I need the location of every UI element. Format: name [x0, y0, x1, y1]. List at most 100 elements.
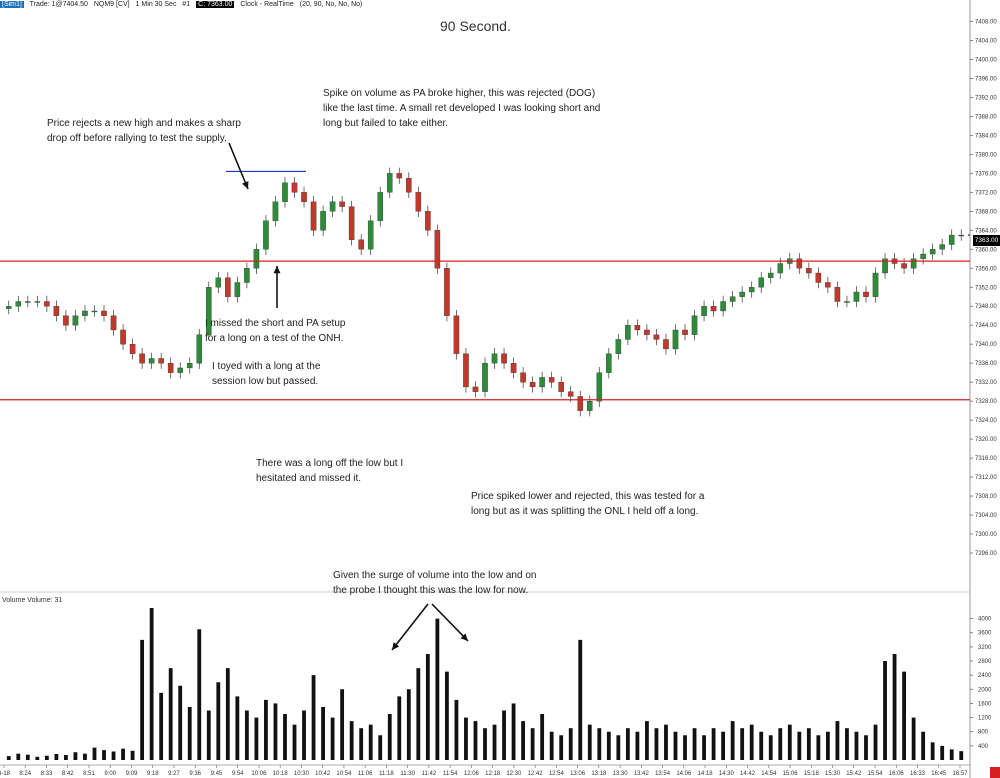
- time-tick-label: 11:30: [400, 771, 415, 777]
- time-tick-label: 16:45: [931, 771, 947, 777]
- time-tick-label: 10:18: [273, 771, 289, 777]
- price-tick-label: 7388.00: [975, 114, 997, 120]
- time-tick-label: 14:06: [676, 771, 692, 777]
- candle-body: [415, 192, 422, 212]
- candle-body: [748, 287, 755, 293]
- candle-body: [139, 353, 145, 364]
- price-tick-label: 7316.00: [975, 456, 997, 462]
- candle-body: [567, 391, 574, 397]
- candle-body: [301, 192, 307, 202]
- candle-body: [339, 201, 345, 207]
- time-tick-label: 10:42: [315, 771, 331, 777]
- time-tick-label: 16:06: [889, 771, 905, 777]
- time-tick-label: 8:24: [19, 771, 31, 777]
- price-tick-label: 7404.00: [975, 38, 997, 44]
- candle-body: [520, 372, 526, 383]
- time-tick-label: 12:30: [506, 771, 522, 777]
- period-label[interactable]: 1 Min 30 Sec: [135, 1, 177, 8]
- arrow-surge-left-head: [392, 642, 400, 650]
- annotation-missed-short: I missed the short and PA setup for a lo…: [205, 318, 346, 344]
- price-tick-label: 7308.00: [975, 494, 997, 500]
- corner-marker: [990, 767, 1000, 778]
- candle-body: [253, 249, 260, 269]
- candle-body: [863, 291, 869, 297]
- candle-body: [844, 301, 850, 303]
- candle-body: [34, 301, 41, 303]
- candle-body: [663, 339, 669, 350]
- time-tick-label: 12:06: [464, 771, 480, 777]
- time-tick-label: 12:18: [485, 771, 501, 777]
- candle-body: [282, 182, 288, 202]
- candle-body: [101, 310, 107, 316]
- time-tick-label: 3-18: [0, 771, 11, 777]
- candle-body: [234, 282, 241, 297]
- volume-tick-label: 2800: [978, 659, 992, 665]
- price-tick-label: 7328.00: [975, 399, 997, 405]
- candle-body: [206, 287, 212, 335]
- time-tick-label: 9:00: [104, 771, 116, 777]
- time-tick-label: 15:18: [804, 771, 820, 777]
- account-label[interactable]: [Sim1]: [0, 1, 24, 8]
- volume-tick-label: 4000: [978, 617, 992, 623]
- candle-body: [615, 339, 622, 354]
- candle-body: [263, 220, 269, 250]
- price-tick-label: 7296.00: [975, 551, 997, 557]
- candle-body: [758, 277, 764, 288]
- candle-body: [310, 201, 317, 231]
- candle-body: [853, 291, 860, 302]
- candle-body: [396, 173, 403, 179]
- candle-body: [558, 382, 564, 392]
- arrow-surge-right: [431, 603, 469, 642]
- candle-body: [834, 287, 841, 302]
- candle-body: [44, 301, 50, 307]
- time-tick-label: 9:09: [126, 771, 138, 777]
- candle-body: [377, 192, 383, 221]
- candle-body: [491, 353, 498, 364]
- price-tick-label: 7340.00: [975, 342, 997, 348]
- candle-body: [196, 334, 203, 364]
- candle-body: [15, 301, 22, 307]
- candle-body: [539, 377, 545, 388]
- time-tick-label: 9:54: [232, 771, 244, 777]
- volume-tick-label: 3600: [978, 631, 992, 637]
- time-tick-label: 11:18: [379, 771, 394, 777]
- annotation-price-spiked: Price spiked lower and rejected, this wa…: [471, 491, 705, 517]
- annotation-toyed-long: I toyed with a long at the session low b…: [212, 361, 321, 387]
- time-tick-label: 13:18: [591, 771, 607, 777]
- candle-body: [225, 277, 231, 297]
- price-tick-label: 7368.00: [975, 209, 997, 215]
- price-tick-label: 7304.00: [975, 513, 997, 519]
- candle-body: [653, 334, 660, 340]
- candle-body: [53, 306, 60, 316]
- candle-body: [110, 315, 117, 331]
- time-tick-label: 8:33: [41, 771, 53, 777]
- price-tick-label: 7300.00: [975, 532, 997, 538]
- candle-body: [63, 315, 69, 326]
- time-tick-label: 15:30: [825, 771, 841, 777]
- annotation-spike-volume: Spike on volume as PA broke higher, this…: [323, 88, 601, 129]
- price-tick-label: 7408.00: [975, 19, 997, 25]
- candle-body: [329, 201, 336, 212]
- candle-body: [882, 258, 888, 274]
- price-tick-label: 7356.00: [975, 266, 997, 272]
- instrument-label[interactable]: NQM9 [CV]: [93, 1, 130, 8]
- candle-body: [5, 306, 12, 309]
- candle-body: [682, 329, 688, 335]
- candle-body: [167, 363, 174, 373]
- price-tick-label: 7392.00: [975, 95, 997, 101]
- time-tick-label: 10:30: [294, 771, 310, 777]
- candle-body: [358, 239, 364, 250]
- candle-body: [710, 306, 717, 312]
- time-tick-label: 16:33: [910, 771, 926, 777]
- price-tick-label: 7336.00: [975, 361, 997, 367]
- trade-label: Trade: 1@7404.50: [29, 1, 88, 8]
- candle-body: [320, 211, 326, 231]
- time-tick-label: 13:54: [655, 771, 671, 777]
- price-tick-label: 7396.00: [975, 76, 997, 82]
- arrow-surge-right-head: [460, 633, 468, 641]
- candle-body: [120, 329, 126, 345]
- candle-body: [482, 363, 488, 392]
- number-label: #1: [182, 1, 191, 8]
- time-tick-label: 12:42: [528, 771, 544, 777]
